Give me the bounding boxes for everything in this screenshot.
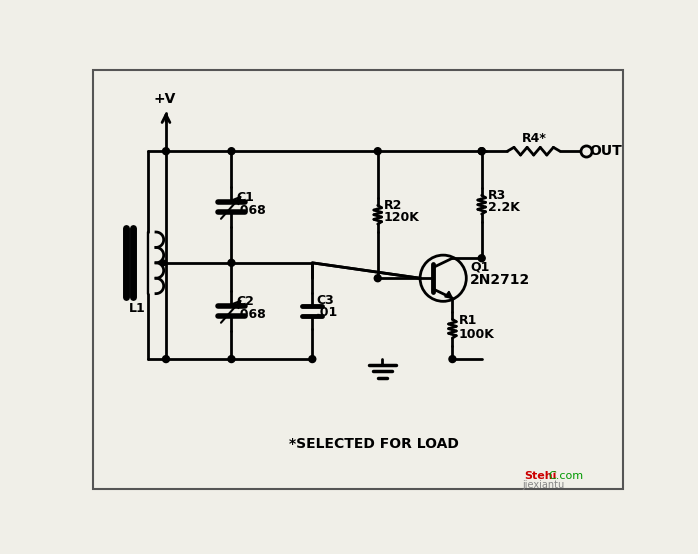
Text: 120K: 120K [384, 211, 419, 224]
Text: OUT: OUT [590, 144, 622, 158]
Text: C.com: C.com [549, 471, 584, 481]
Text: R4*: R4* [522, 132, 547, 145]
Text: *SELECTED FOR LOAD: *SELECTED FOR LOAD [289, 437, 459, 451]
Circle shape [228, 259, 235, 266]
Circle shape [228, 356, 235, 362]
Polygon shape [445, 291, 452, 298]
Text: 2N2712: 2N2712 [470, 273, 530, 287]
Text: 2.2K: 2.2K [488, 201, 520, 214]
Text: C2: C2 [236, 295, 254, 308]
Text: Stehi: Stehi [524, 471, 556, 481]
Text: R2: R2 [384, 199, 402, 212]
Text: .01: .01 [316, 306, 339, 319]
Text: Q1: Q1 [470, 261, 489, 274]
Circle shape [163, 356, 170, 362]
Circle shape [478, 148, 485, 155]
Circle shape [163, 148, 170, 155]
Text: +V: +V [154, 92, 176, 106]
Text: .068: .068 [236, 307, 267, 321]
Text: C1: C1 [236, 191, 254, 204]
Circle shape [161, 260, 166, 265]
Circle shape [228, 148, 235, 155]
Text: jiexiantu: jiexiantu [521, 480, 564, 490]
Circle shape [449, 356, 456, 362]
Text: R3: R3 [488, 189, 506, 202]
Circle shape [309, 356, 315, 362]
Circle shape [374, 275, 381, 281]
Text: L1: L1 [129, 302, 146, 315]
Circle shape [478, 255, 485, 261]
Circle shape [374, 148, 381, 155]
Text: C3: C3 [316, 294, 334, 307]
Text: R1: R1 [459, 315, 477, 327]
Circle shape [478, 148, 485, 155]
Text: .068: .068 [236, 203, 267, 217]
Text: 100K: 100K [459, 329, 494, 341]
